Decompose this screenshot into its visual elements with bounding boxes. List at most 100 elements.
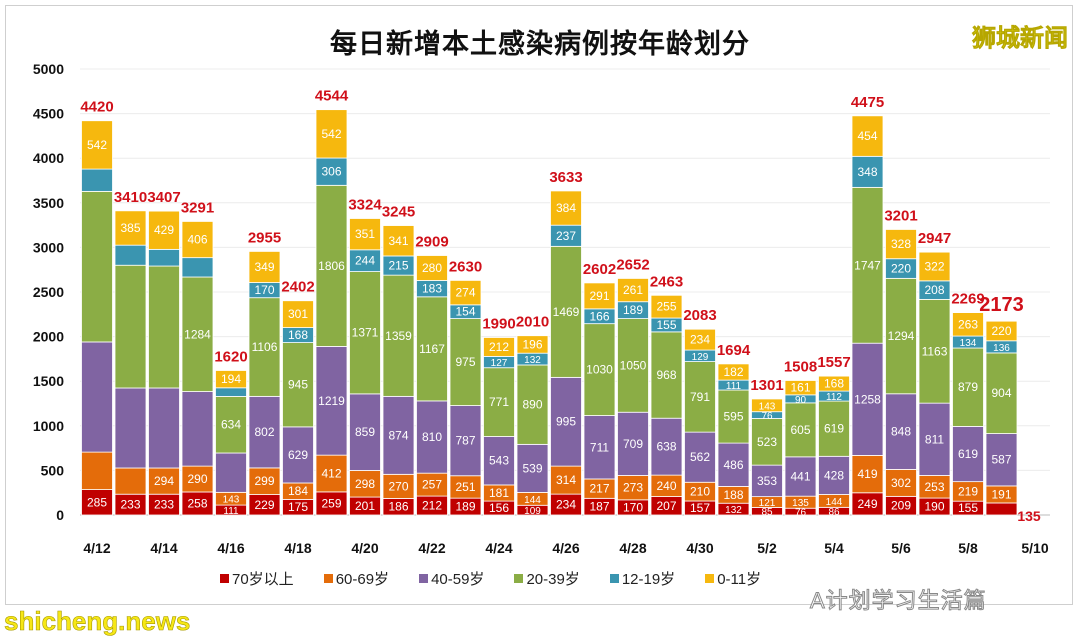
segment-label: 341 [388,234,408,248]
segment-label: 539 [522,461,542,475]
segment-label: 419 [857,467,877,481]
y-tick-label: 5000 [33,61,64,77]
segment-label: 848 [891,425,911,439]
bar-segment [851,186,884,344]
segment-label: 285 [87,495,107,509]
segment-label: 638 [656,440,676,454]
total-label: 2909 [415,234,448,251]
total-label: 1620 [214,348,247,365]
segment-label: 406 [187,233,207,247]
bar-segment [550,245,582,378]
total-label: 1508 [784,358,817,375]
bar-segment [851,342,884,456]
segment-label: 253 [924,480,944,494]
segment-label: 258 [187,496,207,510]
bar-segment [784,456,817,497]
legend-swatch [514,574,524,583]
bar-segment [550,190,582,226]
bar-segment [818,375,850,392]
segment-label: 1294 [888,329,915,343]
bar-segment [550,376,582,467]
legend-item: 20-39岁 [514,568,580,589]
bar-segment [215,370,247,389]
bar-segment [148,265,180,389]
segment-label: 1050 [620,358,647,372]
bar-segment [282,342,314,428]
segment-label: 1747 [854,258,881,272]
segment-label: 189 [455,500,475,514]
segment-label: 294 [154,474,174,488]
segment-label: 259 [321,496,341,510]
total-label: 2083 [683,307,716,324]
total-label: 2630 [449,258,482,275]
bar-segment [248,467,281,495]
bar-segment [382,395,415,475]
segment-label: 995 [556,415,576,429]
segment-label: 186 [388,500,408,514]
segment-label: 441 [790,470,810,484]
bar-segment [148,210,180,250]
x-tick-label: 4/22 [418,540,445,556]
segment-label: 968 [656,368,676,382]
brand-watermark: 狮城新闻 [972,25,1069,53]
segment-label: 348 [857,165,877,179]
segment-label: 129 [692,352,709,363]
bar-segment [650,294,683,319]
segment-label: 771 [489,395,509,409]
segment-label: 879 [958,380,978,394]
bar-segment [449,318,482,406]
bar-segment [516,443,549,493]
segment-label: 155 [958,501,978,515]
bar-segment [885,393,917,470]
segment-label: 135 [792,498,809,509]
segment-label: 76 [795,508,807,519]
legend-swatch [705,574,715,583]
segment-label: 154 [455,305,475,319]
x-tick-label: 4/20 [351,540,378,556]
legend-label: 40-59岁 [431,571,485,588]
segment-label: 233 [154,498,174,512]
segment-label: 301 [288,307,308,321]
segment-label: 412 [321,467,341,481]
segment-label: 196 [522,337,542,351]
bar-segment [81,190,113,343]
bar-segment [751,464,783,498]
y-tick-label: 500 [41,462,65,478]
legend-label: 12-19岁 [621,571,676,588]
segment-label: 429 [154,223,174,237]
segment-label: 136 [993,343,1010,354]
segment-label: 322 [924,259,944,273]
segment-label: 86 [828,507,840,518]
legend-label: 60-69岁 [335,571,390,588]
y-tick-label: 1500 [33,373,64,389]
total-label: 2402 [281,279,314,296]
legend-item: 70岁以上 [220,568,294,589]
bar-segment [81,341,113,453]
bar-segment [617,411,649,476]
bar-segment [148,248,180,267]
bar-segment [416,296,448,402]
total-label: 2463 [650,273,683,290]
legend-item: 0-11岁 [705,568,761,589]
bar-segment [382,473,415,499]
bar-segment [684,361,716,433]
bar-segment [215,396,247,454]
segment-label: 210 [690,485,710,499]
bar-segment [851,455,884,494]
bar-segment [114,387,147,469]
segment-label: 1219 [318,394,345,408]
bar-segment [583,323,616,416]
bar-segment [181,221,214,259]
segment-label: 587 [991,453,1011,467]
segment-label: 181 [489,486,509,500]
y-tick-label: 4500 [33,106,64,122]
bar-segment [315,346,348,456]
segment-label: 127 [491,358,508,369]
y-tick-label: 3500 [33,195,64,211]
bar-segment [248,297,281,397]
segment-label: 351 [355,227,375,241]
total-label: 3291 [181,199,214,216]
segment-label: 385 [120,221,140,235]
x-tick-label: 5/6 [891,540,911,556]
